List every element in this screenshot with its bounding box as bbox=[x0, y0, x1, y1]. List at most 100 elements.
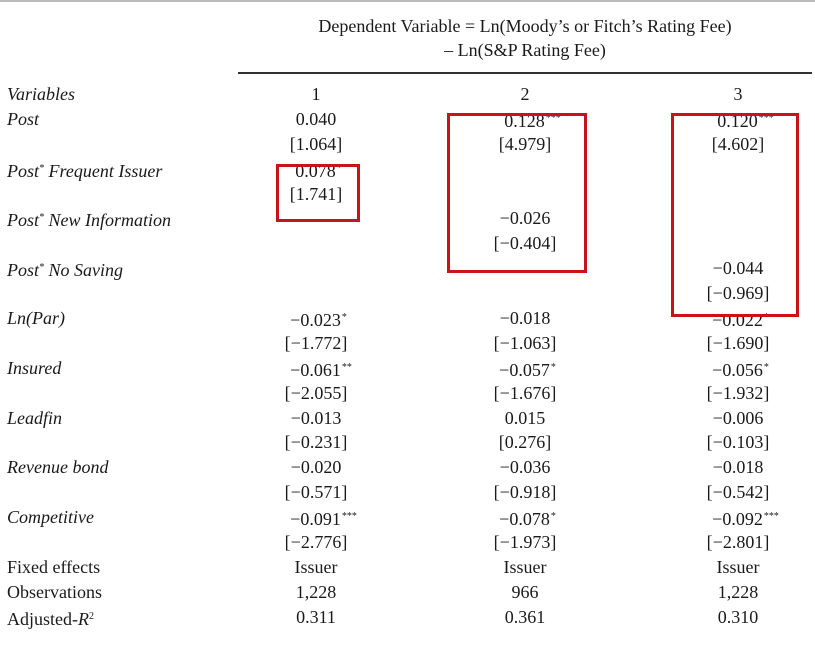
significance-stars: * bbox=[550, 361, 556, 373]
cell-c3: Issuer bbox=[716, 556, 760, 577]
row-label: Post* Frequent Issuer bbox=[7, 160, 163, 181]
variables-heading: Variables bbox=[7, 84, 76, 104]
row-label: Ln(Par) bbox=[7, 308, 65, 329]
row-label: Post bbox=[7, 108, 40, 129]
significance-stars: ** bbox=[341, 361, 352, 373]
cell-c3: [−1.932] bbox=[706, 382, 770, 403]
table-row: Competitive −0.091*** −0.078* −0.092*** bbox=[0, 505, 815, 530]
row-label: Insured bbox=[7, 357, 62, 378]
table-row: Ln(Par) −0.023* −0.018 −0.022* bbox=[0, 306, 815, 331]
row-label: Leadfin bbox=[7, 407, 63, 428]
cell-c2: [−1.676] bbox=[493, 382, 557, 403]
cell-c3: [4.602] bbox=[711, 133, 765, 154]
top-border bbox=[0, 0, 815, 2]
significance-stars: *** bbox=[545, 112, 561, 124]
table-row: [−2.055] [−1.676] [−1.932] bbox=[0, 381, 815, 406]
table-row: [1.064] [4.979] [4.602] bbox=[0, 132, 815, 157]
cell-c1: 0.311 bbox=[296, 606, 336, 627]
cell-c3: −0.018 bbox=[712, 457, 764, 478]
cell-c3: [−0.103] bbox=[706, 432, 770, 453]
row-label: Competitive bbox=[7, 507, 94, 528]
regression-table: Variables 1 2 3 Post 0.040 0.128*** 0.120**… bbox=[0, 82, 815, 630]
cell-c2: 0.128*** bbox=[504, 110, 561, 131]
cell-c1: [−2.776] bbox=[284, 532, 348, 553]
cell-c2: [−1.973] bbox=[493, 532, 557, 553]
cell-c2: −0.078* bbox=[499, 509, 556, 530]
cell-c1: 0.040 bbox=[295, 108, 337, 129]
cell-c1: [−1.772] bbox=[284, 332, 348, 353]
significance-stars: * bbox=[550, 511, 556, 523]
cell-c2: −0.036 bbox=[499, 457, 551, 478]
cell-c3: [−0.969] bbox=[706, 283, 770, 304]
cell-c1: [−0.571] bbox=[284, 482, 348, 503]
row-label: Adjusted-R2 bbox=[7, 608, 94, 629]
cell-c3: −0.022* bbox=[712, 310, 769, 331]
cell-c3: −0.056* bbox=[712, 359, 769, 380]
cell-c2: −0.018 bbox=[499, 308, 551, 329]
cell-c3: 0.120*** bbox=[717, 110, 774, 131]
column-3-heading: 3 bbox=[733, 84, 743, 104]
table-row: Fixed effects Issuer Issuer Issuer bbox=[0, 555, 815, 580]
cell-c2: −0.026 bbox=[499, 208, 551, 229]
significance-stars: * bbox=[336, 162, 342, 174]
row-label: Post* New Information bbox=[7, 210, 172, 231]
row-label: Fixed effects bbox=[7, 556, 101, 577]
table-row: Post* New Information −0.026 bbox=[0, 206, 815, 231]
table-row: [−0.969] bbox=[0, 281, 815, 306]
cell-c3: [−2.801] bbox=[706, 532, 770, 553]
cell-c2: [4.979] bbox=[498, 133, 552, 154]
table-row: Leadfin −0.013 0.015 −0.006 bbox=[0, 406, 815, 431]
dependent-variable-line2: – Ln(S&P Rating Fee) bbox=[444, 40, 606, 60]
significance-stars: *** bbox=[758, 112, 774, 124]
table-row: Observations 1,228 966 1,228 bbox=[0, 580, 815, 605]
cell-c1: −0.061** bbox=[290, 359, 352, 380]
cell-c1: [−0.231] bbox=[284, 432, 348, 453]
row-label: Observations bbox=[7, 581, 102, 602]
table-row: Adjusted-R2 0.311 0.361 0.310 bbox=[0, 605, 815, 630]
cell-c2: [−0.404] bbox=[493, 233, 557, 254]
cell-c2: 966 bbox=[511, 581, 539, 602]
cell-c1: −0.091*** bbox=[290, 509, 357, 530]
cell-c3: −0.092*** bbox=[712, 509, 779, 530]
cell-c1: −0.013 bbox=[290, 407, 342, 428]
cell-c3: 0.310 bbox=[717, 606, 759, 627]
cell-c2: [−1.063] bbox=[493, 332, 557, 353]
cell-c3: −0.044 bbox=[712, 258, 764, 279]
cell-c1: −0.023* bbox=[290, 310, 347, 331]
cell-c2: Issuer bbox=[503, 556, 547, 577]
table-row: [−0.231] [0.276] [−0.103] bbox=[0, 430, 815, 455]
cell-c2: 0.015 bbox=[504, 407, 546, 428]
table-header: Dependent Variable = Ln(Moody’s or Fitch… bbox=[238, 14, 812, 62]
cell-c3: −0.006 bbox=[712, 407, 764, 428]
significance-stars: * bbox=[341, 312, 347, 324]
table-row: Revenue bond −0.020 −0.036 −0.018 bbox=[0, 455, 815, 480]
row-label: Revenue bond bbox=[7, 457, 109, 478]
cell-c3: [−1.690] bbox=[706, 332, 770, 353]
column-1-heading: 1 bbox=[311, 84, 321, 104]
cell-c1: −0.020 bbox=[290, 457, 342, 478]
cell-c1: 1,228 bbox=[295, 581, 337, 602]
cell-c1: [−2.055] bbox=[284, 382, 348, 403]
table-row: [−0.404] bbox=[0, 231, 815, 256]
row-label: Post* No Saving bbox=[7, 260, 124, 281]
table-row: Post* Frequent Issuer 0.078* bbox=[0, 157, 815, 182]
column-header-row: Variables 1 2 3 bbox=[0, 82, 815, 107]
cell-c1: [1.741] bbox=[289, 183, 343, 204]
cell-c3: 1,228 bbox=[717, 581, 759, 602]
table-row: [−1.772] [−1.063] [−1.690] bbox=[0, 331, 815, 356]
table-row: [−2.776] [−1.973] [−2.801] bbox=[0, 530, 815, 555]
header-rule bbox=[238, 72, 812, 74]
significance-stars: *** bbox=[763, 511, 779, 523]
dependent-variable-line1: Dependent Variable = Ln(Moody’s or Fitch… bbox=[318, 16, 732, 36]
cell-c2: −0.057* bbox=[499, 359, 556, 380]
cell-c1: 0.078* bbox=[295, 160, 342, 181]
table-row: [−0.571] [−0.918] [−0.542] bbox=[0, 480, 815, 505]
cell-c1: [1.064] bbox=[289, 133, 343, 154]
significance-stars: * bbox=[763, 312, 769, 324]
table-row: Post 0.040 0.128*** 0.120*** bbox=[0, 107, 815, 132]
column-2-heading: 2 bbox=[520, 84, 530, 104]
cell-c2: [0.276] bbox=[498, 432, 552, 453]
cell-c1: Issuer bbox=[294, 556, 338, 577]
table-row: Insured −0.061** −0.057* −0.056* bbox=[0, 356, 815, 381]
significance-stars: * bbox=[763, 361, 769, 373]
